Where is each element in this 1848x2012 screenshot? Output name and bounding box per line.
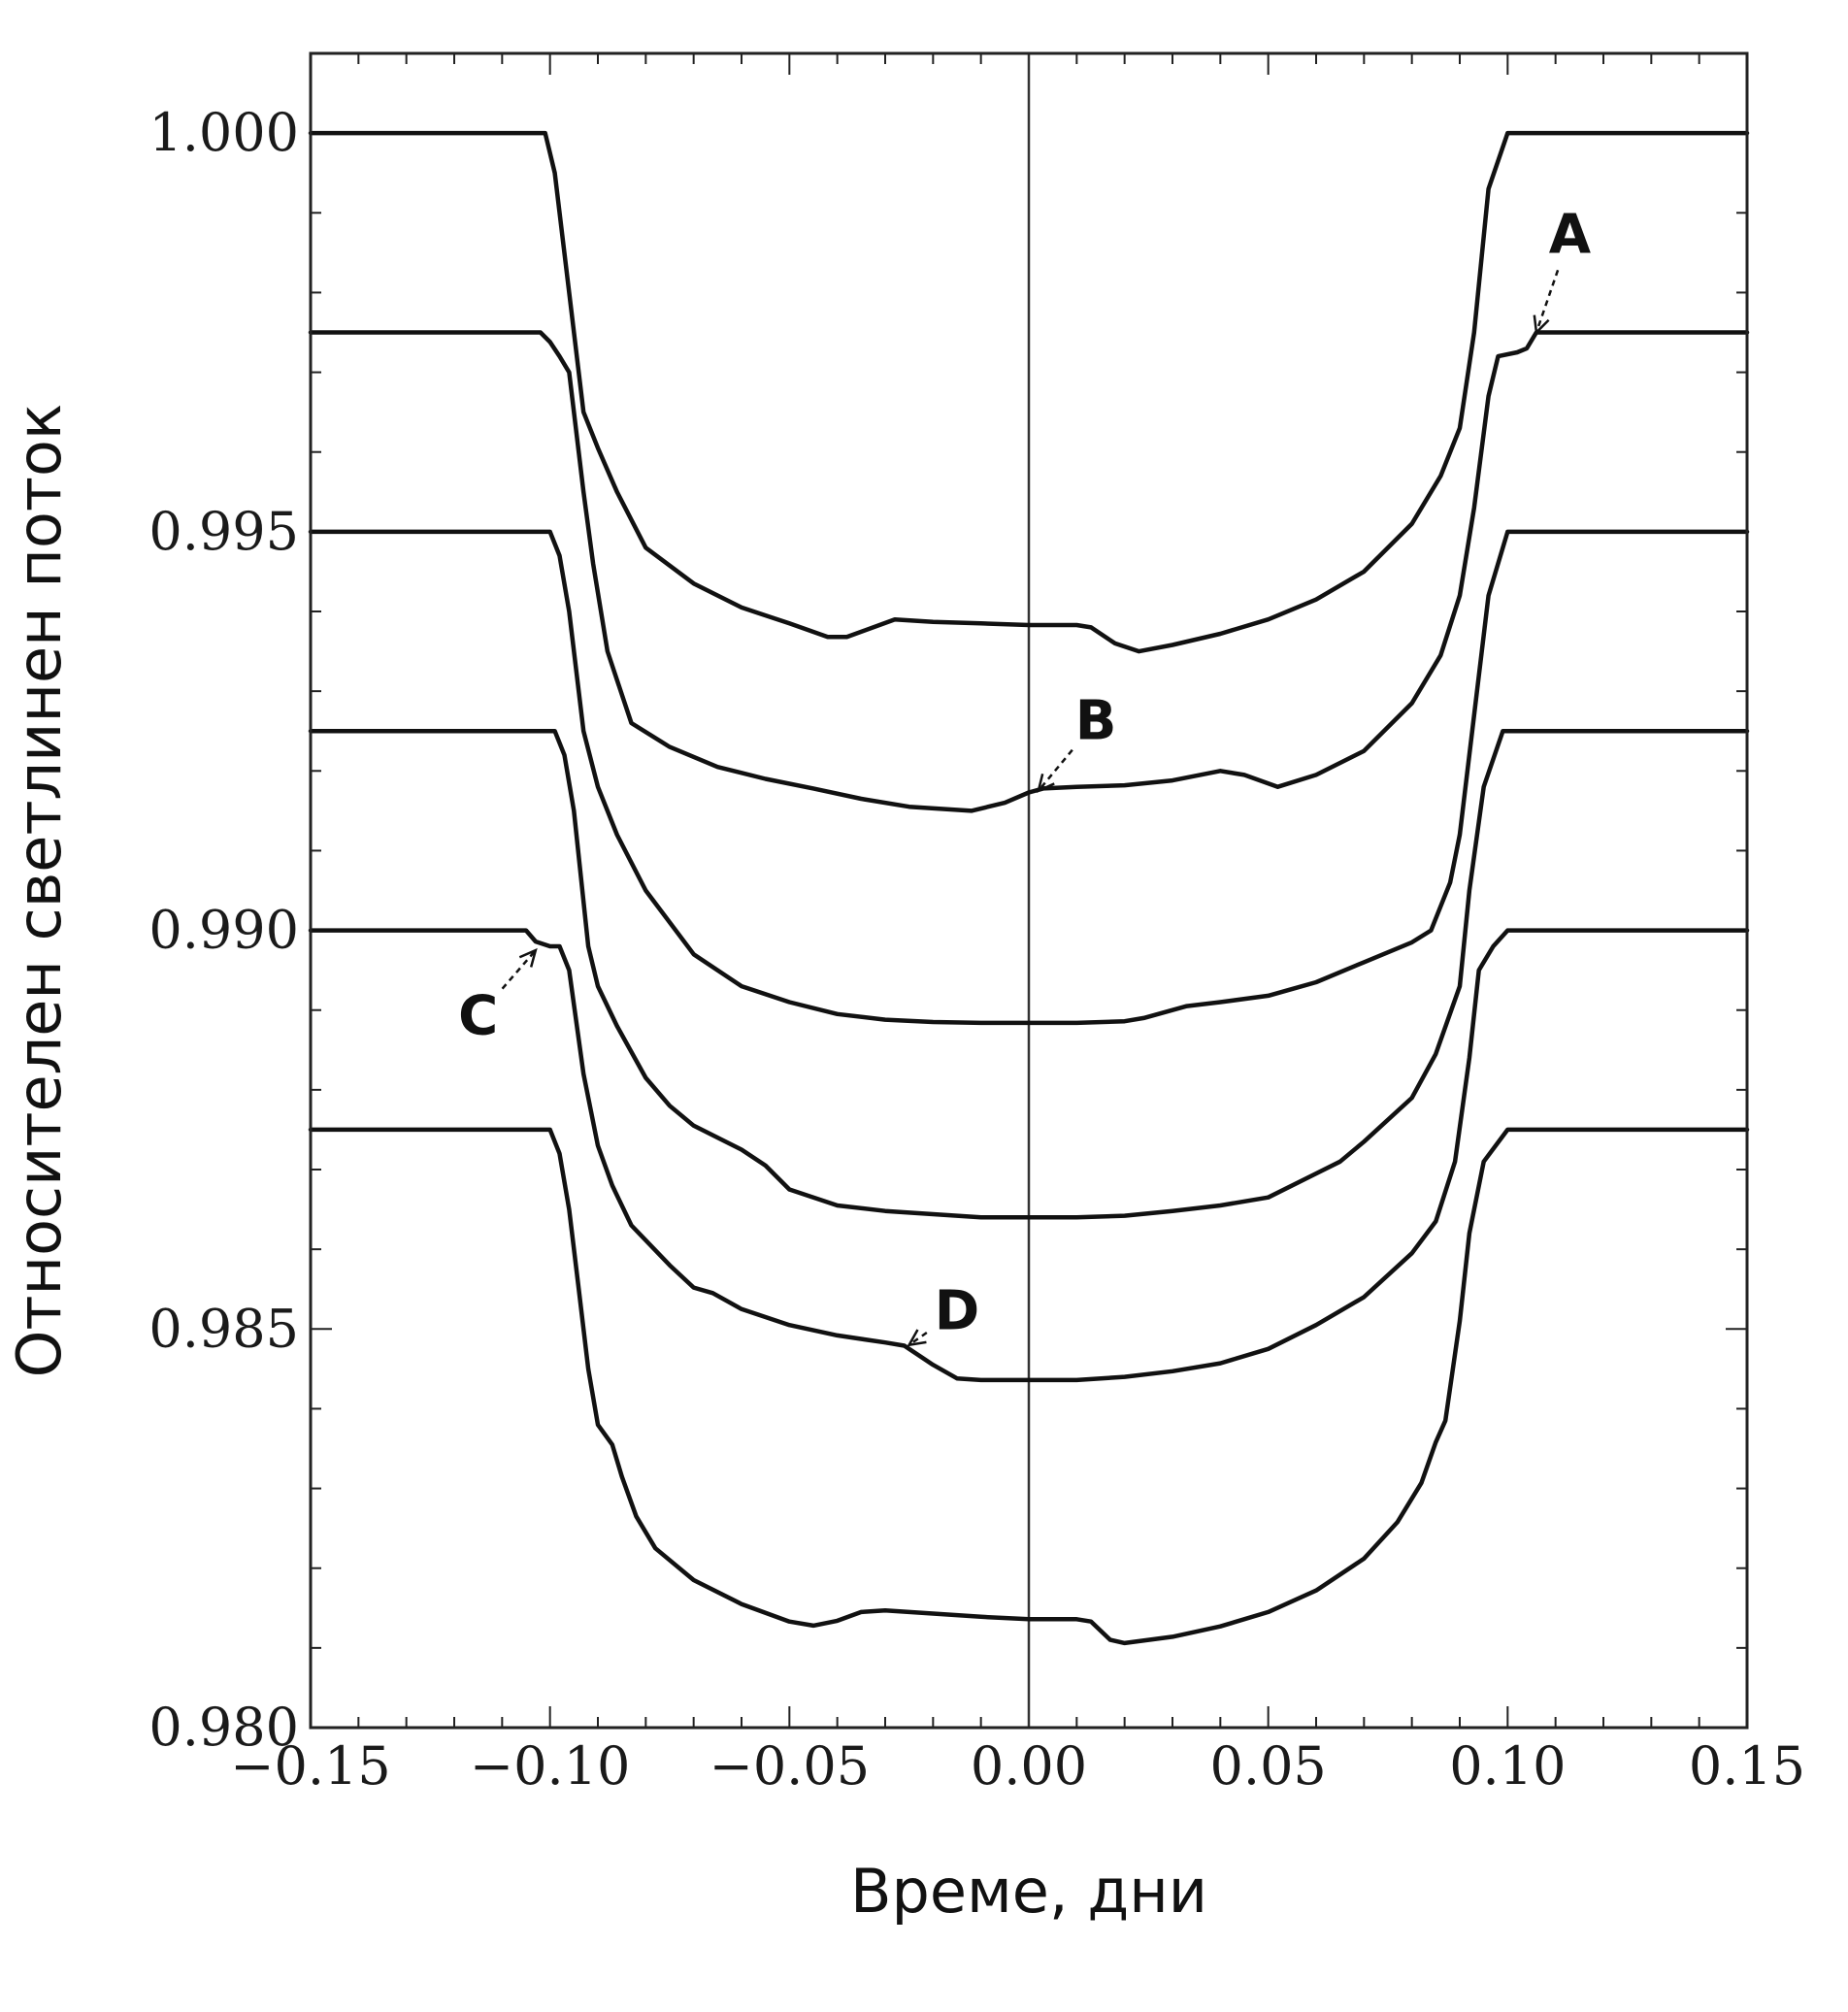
x-tick-label: −0.15 xyxy=(230,1735,390,1797)
y-tick-label: 0.995 xyxy=(148,501,299,562)
annotation-arrow-b xyxy=(1037,748,1073,792)
annotation-a: A xyxy=(1549,203,1592,266)
axis-ticks xyxy=(310,53,1748,1729)
plot-frame xyxy=(309,51,1749,1730)
x-tick-labels: −0.15 −0.10 −0.05 0.00 0.05 0.10 0.15 xyxy=(230,1735,1805,1797)
light-curve-5 xyxy=(308,928,1750,1383)
x-tick-label: −0.05 xyxy=(710,1735,870,1797)
x-tick-label: −0.10 xyxy=(470,1735,630,1797)
annotation-arrowhead-b xyxy=(1037,774,1055,794)
annotation-c: C xyxy=(458,984,498,1047)
y-tick-label: 0.985 xyxy=(148,1298,299,1359)
y-tick-labels: 1.000 0.995 0.990 0.985 0.980 xyxy=(148,102,299,1758)
x-tick-label: 0.10 xyxy=(1449,1735,1566,1797)
y-tick-label: 0.980 xyxy=(148,1697,299,1758)
annotation-b: B xyxy=(1075,689,1117,752)
x-tick-label: 0.05 xyxy=(1210,1735,1327,1797)
y-axis-title: Относителен светлинен поток xyxy=(4,404,75,1378)
y-tick-label: 0.990 xyxy=(148,900,299,961)
annotation-arrow-c xyxy=(501,949,537,990)
light-curve-4 xyxy=(308,728,1750,1220)
light-curve-1 xyxy=(308,130,1750,654)
light-curve-6 xyxy=(308,1127,1750,1646)
annotation-arrowhead-c xyxy=(518,947,538,968)
annotations: A B C D xyxy=(458,203,1592,1347)
y-tick-label: 1.000 xyxy=(148,102,299,163)
annotation-arrow-a xyxy=(1534,269,1560,333)
annotation-arrow-d xyxy=(908,1332,928,1346)
annotation-d: D xyxy=(935,1279,979,1342)
light-curve-3 xyxy=(308,529,1750,1026)
annotation-arrowhead-a xyxy=(1533,314,1550,336)
annotation-arrowhead-d xyxy=(907,1329,927,1347)
x-tick-label: 0.00 xyxy=(971,1735,1087,1797)
x-tick-label: 0.15 xyxy=(1689,1735,1805,1797)
x-axis-title: Време, дни xyxy=(850,1856,1207,1927)
